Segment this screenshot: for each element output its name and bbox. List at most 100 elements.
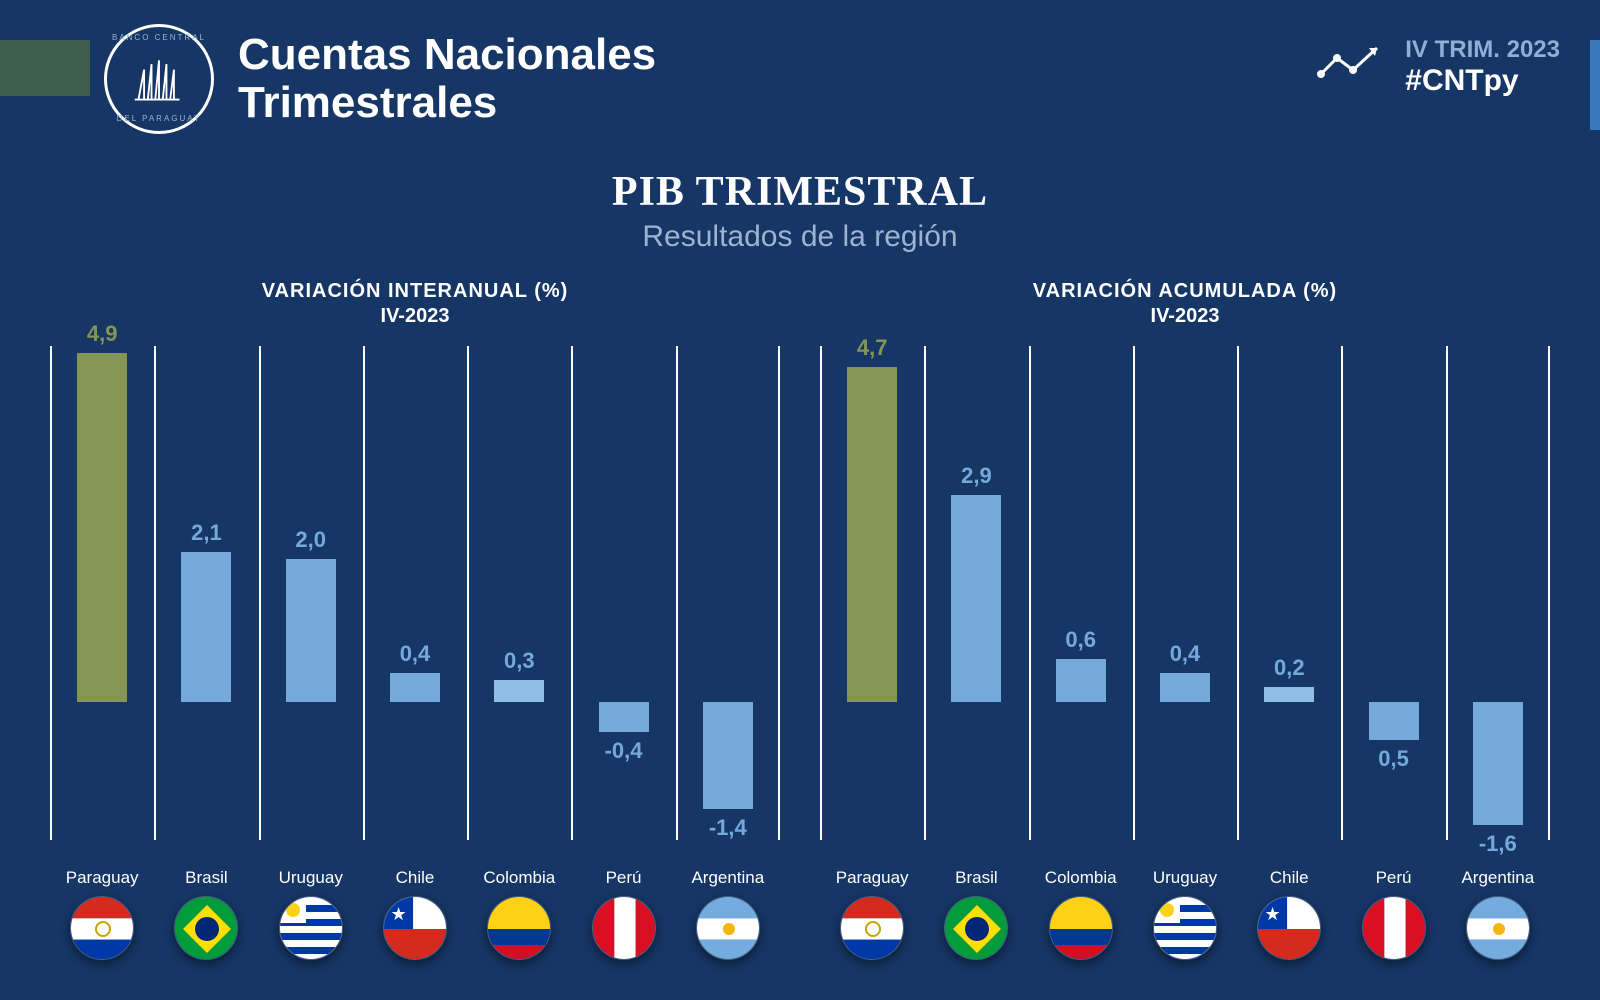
bar-chart: VARIACIÓN ACUMULADA (%)IV-20234,7Paragua… (820, 280, 1550, 960)
value-label: 2,1 (154, 520, 258, 552)
country-name: Paraguay (50, 868, 154, 888)
country-block: Paraguay (50, 868, 154, 960)
flag-chile-icon: ★ (1257, 896, 1321, 960)
bar (951, 495, 1001, 701)
bar-slot: 2,0 Uruguay (259, 346, 363, 960)
value-label: 2,0 (259, 527, 363, 559)
bar-slot: 0,3 Colombia (467, 346, 571, 960)
country-block: Brasil (154, 868, 258, 960)
value-label: -1,6 (1446, 825, 1550, 857)
value-label: 0,3 (467, 648, 571, 680)
bar-wrap: 2,0 (259, 346, 363, 840)
country-block: Colombia (1029, 868, 1133, 960)
bar (390, 673, 440, 701)
bar-slot: 4,7Paraguay (820, 346, 924, 960)
bar-slot: 2,1 Brasil (154, 346, 258, 960)
value-label: 2,9 (924, 463, 1028, 495)
bar (1369, 702, 1419, 740)
value-label: 0,6 (1029, 627, 1133, 659)
bars-area: 4,9Paraguay2,1Brasil2,0Uruguay0,4Chile★0… (50, 346, 780, 960)
value-label: 4,7 (820, 335, 924, 367)
country-block: Uruguay (259, 868, 363, 960)
chart-title: VARIACIÓN ACUMULADA (%)IV-2023 (1033, 280, 1337, 328)
bar-slot: -0,4 Perú (571, 346, 675, 960)
bar-wrap: -1,6 (1446, 346, 1550, 840)
country-block: Colombia (467, 868, 571, 960)
country-name: Chile (363, 868, 467, 888)
country-name: Paraguay (820, 868, 924, 888)
bar-slot: 4,9 Paraguay (50, 346, 154, 960)
bar-wrap: 0,4 (1133, 346, 1237, 840)
period-label: IV TRIM. 2023 (1405, 36, 1560, 64)
section-main: PIB TRIMESTRAL (0, 168, 1600, 216)
country-name: Argentina (676, 868, 780, 888)
page-title: Cuentas Nacionales Trimestrales (238, 31, 656, 128)
chart-title: VARIACIÓN INTERANUAL (%)IV-2023 (262, 280, 569, 328)
bar (1056, 659, 1106, 702)
bar-slot: 0,2 Chile ★ (1237, 346, 1341, 960)
bar (181, 552, 231, 701)
bar-slot: 0,4Chile★ (363, 346, 467, 960)
bar (1473, 702, 1523, 825)
value-label: 0,2 (1237, 655, 1341, 687)
flag-colombia-icon (487, 896, 551, 960)
logo-org-top: BANCO CENTRAL (112, 33, 206, 42)
country-name: Perú (1341, 868, 1445, 888)
charts-container: VARIACIÓN INTERANUAL (%)IV-2023 4,9 Paragu… (50, 280, 1550, 960)
country-block: Argentina (1446, 868, 1550, 960)
right-accent-bar (1590, 40, 1600, 130)
value-label: 0,5 (1341, 740, 1445, 772)
country-block: Chile ★ (363, 868, 467, 960)
header: BANCO CENTRAL DEL PARAGUAY Cuentas Nacio… (104, 24, 656, 134)
bar-wrap: 0,6 (1029, 346, 1133, 840)
svg-text:★: ★ (1265, 904, 1281, 924)
bar-wrap: -0,4 (571, 346, 675, 840)
logo-org-bottom: DEL PARAGUAY (117, 114, 202, 123)
flag-colombia-icon (1049, 896, 1113, 960)
bar (1160, 673, 1210, 701)
bar-chart: VARIACIÓN INTERANUAL (%)IV-2023 4,9 Paragu… (50, 280, 780, 960)
value-label: 4,9 (50, 321, 154, 353)
title-line1: Cuentas Nacionales (238, 31, 656, 79)
bar-wrap: 4,9 (50, 346, 154, 840)
country-name: Argentina (1446, 868, 1550, 888)
country-name: Brasil (924, 868, 1028, 888)
country-block: Brasil (924, 868, 1028, 960)
country-block: Uruguay (1133, 868, 1237, 960)
flag-argentina-icon (696, 896, 760, 960)
country-name: Perú (571, 868, 675, 888)
section-title: PIB TRIMESTRAL Resultados de la región (0, 168, 1600, 254)
hashtag: #CNTpy (1405, 64, 1560, 98)
country-name: Chile (1237, 868, 1341, 888)
country-name: Uruguay (1133, 868, 1237, 888)
country-block: Perú (1341, 868, 1445, 960)
value-label: -1,4 (676, 809, 780, 841)
country-name: Brasil (154, 868, 258, 888)
bar-wrap: 0,5 (1341, 346, 1445, 840)
chart-title-line2: IV-2023 (262, 305, 569, 328)
bcp-logo: BANCO CENTRAL DEL PARAGUAY (104, 24, 214, 134)
country-block: Chile ★ (1237, 868, 1341, 960)
value-label: -0,4 (571, 732, 675, 764)
bar-slot: 0,5 Perú (1341, 346, 1445, 960)
flag-peru-icon (1362, 896, 1426, 960)
bar-wrap: 2,9 (924, 346, 1028, 840)
bar (494, 680, 544, 701)
flag-chile-icon: ★ (383, 896, 447, 960)
flag-paraguay-icon (70, 896, 134, 960)
country-name: Uruguay (259, 868, 363, 888)
bar-slot: 2,9 Brasil (924, 346, 1028, 960)
country-block: Paraguay (820, 868, 924, 960)
bar-wrap: 0,2 (1237, 346, 1341, 840)
bar-wrap: 2,1 (154, 346, 258, 840)
flag-uruguay-icon (279, 896, 343, 960)
bar (286, 559, 336, 701)
section-sub: Resultados de la región (0, 220, 1600, 254)
chart-title-line2: IV-2023 (1033, 305, 1337, 328)
flag-uruguay-icon (1153, 896, 1217, 960)
bar-slot: 0,4 Uruguay (1133, 346, 1237, 960)
bar (703, 702, 753, 810)
bar-wrap: -1,4 (676, 346, 780, 840)
flag-peru-icon (592, 896, 656, 960)
value-label: 0,4 (1133, 641, 1237, 673)
